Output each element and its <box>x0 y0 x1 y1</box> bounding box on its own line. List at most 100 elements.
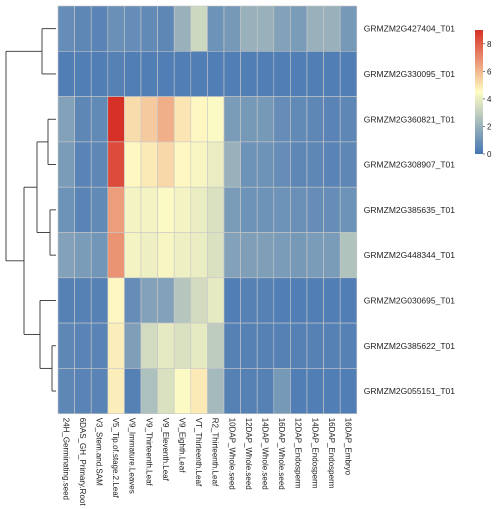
row-label: GRMZM2G030695_T01 <box>364 295 455 305</box>
heatmap-cell <box>273 186 291 233</box>
heatmap-cell <box>57 5 75 52</box>
heatmap-cell <box>207 141 225 188</box>
heatmap-cell <box>107 322 125 369</box>
heatmap-cell <box>207 277 225 324</box>
colorbar-tick-label: 2 <box>487 122 492 131</box>
row-label: GRMZM2G308907_T01 <box>364 160 455 170</box>
heatmap-cell <box>74 96 92 143</box>
column-label: 6DAS_GH_Primary.Root <box>78 418 87 507</box>
heatmap-cell <box>90 277 109 324</box>
heatmap-cell <box>290 232 308 279</box>
heatmap-cell <box>107 277 125 324</box>
heatmap-cell <box>339 50 358 97</box>
heatmap-cell <box>240 322 258 369</box>
heatmap-cell <box>140 50 158 97</box>
heatmap-cell <box>124 322 142 369</box>
heatmap-cell <box>57 96 75 143</box>
heatmap-cell <box>90 50 109 97</box>
heatmap-cell <box>190 96 208 143</box>
heatmap-cell <box>74 322 92 369</box>
heatmap-cell <box>240 141 258 188</box>
column-label: V9_Thirteenth.Leaf <box>144 418 153 487</box>
column-label: V9_Eleventh.Leaf <box>161 418 170 482</box>
heatmap-cell <box>157 5 175 52</box>
heatmap-cell <box>157 186 175 233</box>
colorbar: 0 2 4 6 8 <box>475 30 492 159</box>
heatmap-cell <box>157 50 175 97</box>
heatmap-cell <box>140 96 158 143</box>
heatmap-cell <box>290 5 308 52</box>
heatmap-cell <box>306 141 324 188</box>
heatmap-cell <box>256 186 275 233</box>
heatmap-cell <box>256 141 275 188</box>
heatmap-cell <box>157 322 175 369</box>
heatmap-cell <box>173 5 192 52</box>
heatmap-cell <box>256 322 275 369</box>
heatmap-cell <box>306 322 324 369</box>
heatmap-cell <box>57 232 75 279</box>
heatmap-cell <box>223 322 241 369</box>
heatmap-cell <box>107 186 125 233</box>
heatmap-cell <box>74 141 92 188</box>
heatmap-cell <box>57 50 75 97</box>
heatmap-cell <box>74 232 92 279</box>
heatmap-cell <box>339 141 358 188</box>
heatmap-cell <box>57 322 75 369</box>
heatmap-cell <box>223 186 241 233</box>
heatmap-cell <box>306 277 324 324</box>
heatmap-cell <box>223 96 241 143</box>
heatmap-cell <box>207 186 225 233</box>
heatmap-cell <box>157 277 175 324</box>
column-label: 16DAP_Endosperm <box>327 418 336 489</box>
heatmap-cell <box>323 186 341 233</box>
heatmap-cell <box>273 141 291 188</box>
heatmap-cell <box>339 232 358 279</box>
heatmap-cell <box>190 277 208 324</box>
row-label: GRMZM2G427404_T01 <box>364 24 455 34</box>
column-label: 12DAP_Endosperm <box>294 418 303 489</box>
heatmap-cell <box>290 96 308 143</box>
heatmap-cell <box>273 277 291 324</box>
row-label: GRMZM2G385622_T01 <box>364 341 455 351</box>
heatmap-cell <box>207 322 225 369</box>
column-labels: 24H_Germinating.seed 6DAS_GH_Primary.Root… <box>61 418 352 507</box>
heatmap-cell <box>339 368 358 414</box>
column-label: 12DAP_Whole.seed <box>244 418 253 490</box>
heatmap-cell <box>140 277 158 324</box>
row-dendrogram <box>5 28 56 392</box>
column-label: 10DAP_Whole.seed <box>227 418 236 490</box>
heatmap-cell <box>290 368 308 414</box>
row-label: GRMZM2G385635_T01 <box>364 205 455 215</box>
heatmap-cell <box>173 141 192 188</box>
heatmap-cell <box>339 96 358 143</box>
heatmap-cell <box>190 368 208 414</box>
heatmap-cell <box>273 322 291 369</box>
heatmap-cell <box>256 50 275 97</box>
heatmap-cell <box>306 96 324 143</box>
heatmap-cell <box>140 141 158 188</box>
heatmap-cell <box>90 141 109 188</box>
heatmap-cells <box>57 5 358 414</box>
heatmap-cell <box>273 50 291 97</box>
column-label: V5_Tip.of.stage.2.Leaf <box>111 418 120 499</box>
heatmap-cell <box>240 50 258 97</box>
heatmap-cell <box>290 186 308 233</box>
heatmap-cell <box>256 232 275 279</box>
heatmap-cell <box>90 232 109 279</box>
heatmap-cell <box>140 232 158 279</box>
heatmap-cell <box>323 322 341 369</box>
heatmap-cell <box>323 232 341 279</box>
heatmap-cell <box>339 186 358 233</box>
heatmap-cell <box>140 322 158 369</box>
heatmap-cell <box>323 50 341 97</box>
heatmap-cell <box>207 232 225 279</box>
heatmap-cell <box>323 5 341 52</box>
heatmap-cell <box>306 5 324 52</box>
heatmap-cell <box>223 368 241 414</box>
heatmap-cell <box>173 368 192 414</box>
heatmap-cell <box>107 96 125 143</box>
heatmap-cell <box>173 277 192 324</box>
column-label: V9_Eighth.Leaf <box>178 418 187 473</box>
heatmap-cell <box>256 96 275 143</box>
